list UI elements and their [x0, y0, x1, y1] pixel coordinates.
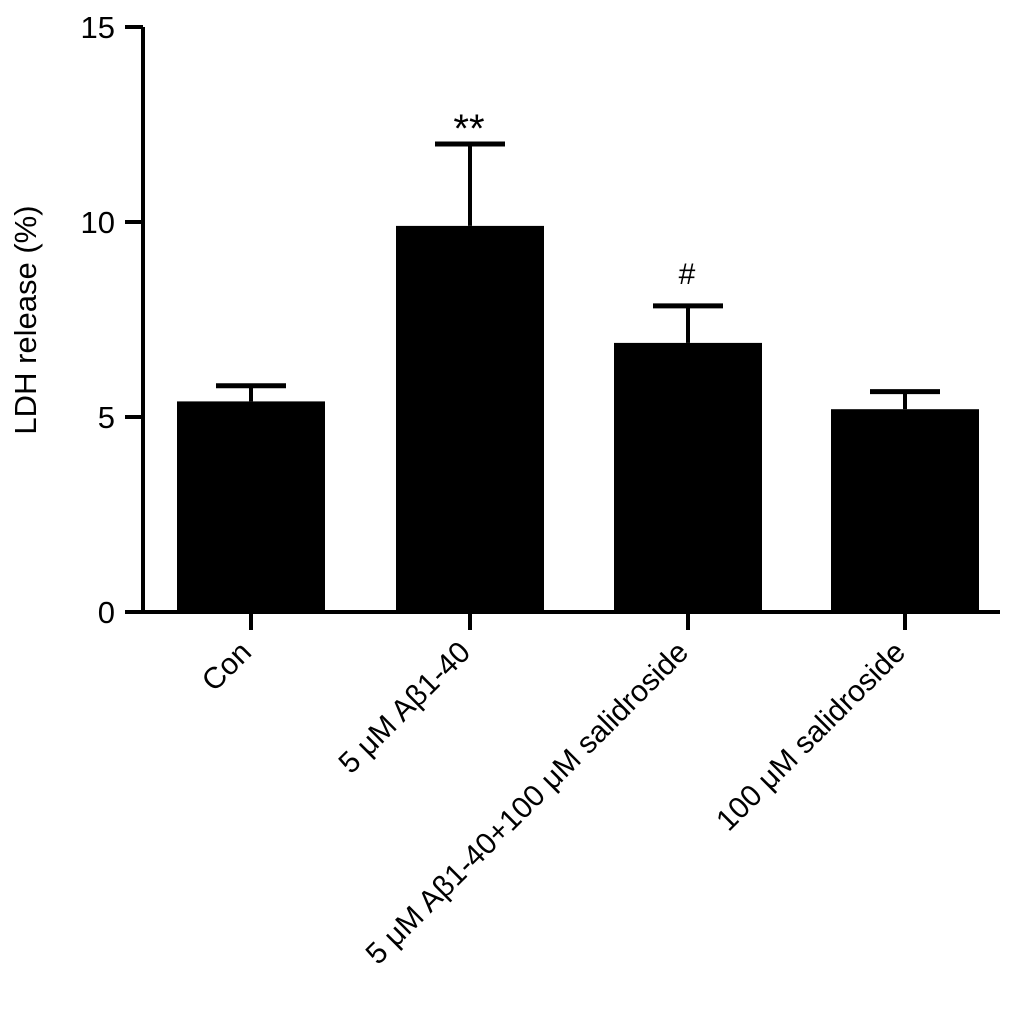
y-ticks-group: 0 5 10 15 — [81, 10, 143, 630]
x-tick-label-3: 100 μM salidroside — [710, 636, 912, 838]
y-tick-label-2: 10 — [81, 205, 115, 240]
bar-0 — [177, 401, 325, 612]
bar-1 — [396, 225, 544, 612]
bar-3 — [831, 409, 979, 612]
y-tick-label-0: 0 — [98, 595, 115, 630]
axes-group — [141, 27, 1000, 614]
annotation-1: ** — [453, 107, 484, 151]
bars-group — [177, 225, 979, 612]
annotation-2: # — [679, 258, 696, 291]
y-axis-label: LDH release (%) — [8, 205, 43, 434]
x-tick-label-1: 5 μM Aβ1-40 — [332, 636, 476, 780]
x-ticks-group: Con 5 μM Aβ1-405 μM Aβ1-40+100 μM salidro… — [196, 612, 912, 971]
y-tick-label-3: 15 — [81, 10, 115, 45]
annotations-group: ** # — [453, 107, 695, 291]
bar-2 — [614, 342, 762, 612]
y-tick-label-1: 5 — [98, 400, 115, 435]
x-tick-label-0: Con — [196, 636, 258, 698]
error-bars-group — [216, 141, 940, 410]
